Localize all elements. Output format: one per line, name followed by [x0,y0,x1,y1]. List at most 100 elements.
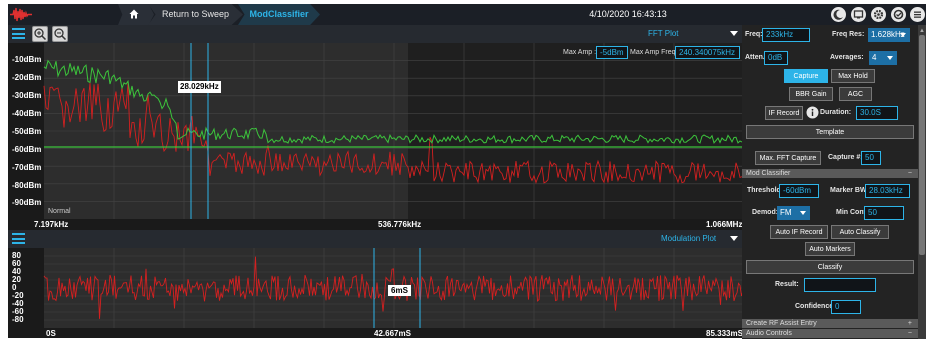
home-icon [129,9,139,19]
fft-x-tick: 1.066MHz [706,220,743,229]
averages-select[interactable]: 4 [869,51,897,65]
settings-icon [893,9,904,20]
datetime: 4/10/2020 16:43:13 [589,9,667,19]
max-fft-capture-button[interactable]: Max. FFT Capture [755,151,821,165]
fft-dropdown-icon[interactable] [730,31,738,36]
mod-x-tick: 0S [46,329,56,338]
fft-graph[interactable] [8,43,742,230]
marker-bw-label: Marker BW: [830,187,869,194]
max-amp-label: Max Amp : [563,49,597,56]
gear-button[interactable] [871,7,886,22]
create-rf-assist-section[interactable]: Create RF Assist Entry + [742,319,918,328]
modulation-plot-area[interactable]: 80 60 40 20 0 -20 -40 -60 -80 0S 42.667m… [8,248,743,338]
menu-icon [914,11,921,18]
breadcrumb-return-to-sweep[interactable]: Return to Sweep [148,4,243,25]
modulation-dropdown-icon[interactable] [730,236,738,241]
threshold-label: Threshold: [747,187,784,194]
fft-marker-label[interactable]: 28.029kHz [178,81,221,93]
modulation-header: Modulation Plot [8,230,742,248]
fft-y-tick: -50dBm [12,127,42,136]
top-bar: Return to Sweep ModClassifier 4/10/2020 … [8,4,926,25]
modulation-panel: Modulation Plot 80 60 40 20 0 -20 -40 -6… [8,230,743,338]
fft-y-tick: -20dBm [12,73,42,82]
averages-label: Averages: [830,54,864,61]
audio-controls-section[interactable]: Audio Controls − [742,329,918,338]
mod-y-tick: 20 [12,275,21,284]
if-record-button[interactable]: IF Record [765,106,803,120]
capture-number-label: Capture #: [828,154,863,161]
zoom-in-icon [34,28,47,41]
fft-y-tick: -60dBm [12,145,42,154]
fft-plot-area[interactable]: -10dBm -20dBm -30dBm -40dBm -50dBm -60dB… [8,43,742,230]
auto-markers-button[interactable]: Auto Markers [805,242,855,256]
result-field [804,278,876,292]
moon-icon [833,9,843,20]
capture-number-input[interactable]: 50 [861,151,881,165]
modulation-marker-label[interactable]: 6mS [388,285,411,296]
info-icon[interactable] [806,106,819,119]
fft-menu-icon[interactable] [12,28,25,39]
agc-button[interactable]: AGC [839,87,872,101]
auto-if-record-button[interactable]: Auto IF Record [770,225,828,239]
threshold-input[interactable]: -60dBm [779,184,819,198]
template-button[interactable]: Template [746,125,914,139]
fft-mode-label: Normal [48,208,71,215]
confidence-field: 0 [831,300,861,314]
scrollbar-thumb[interactable] [919,35,925,255]
breadcrumb-home[interactable] [118,4,154,25]
zoom-in-button[interactable] [32,26,48,42]
demod-label: Demod: [752,209,779,216]
bbr-gain-button[interactable]: BBR Gain [789,87,833,101]
scroll-up-icon[interactable]: ▲ [919,28,925,34]
fft-x-tick: 536.776kHz [378,220,422,229]
create-rf-assist-title: Create RF Assist Entry [746,320,817,327]
atten-label: Atten.: [745,54,768,61]
mod-y-tick: 40 [12,267,21,276]
freq-res-label: Freq Res: [832,31,865,38]
max-amp-freq-value: 240.340075kHz [675,46,740,59]
duration-input[interactable]: 30.0S [856,106,898,120]
demod-select[interactable]: FM [777,206,810,220]
max-amp-freq-label: Max Amp Freq : [630,49,680,56]
capture-button[interactable]: Capture [784,69,828,83]
fft-plot-title[interactable]: FFT Plot [648,29,679,38]
fft-y-tick: -40dBm [12,109,42,118]
fft-header: FFT Plot [8,25,742,43]
classify-button[interactable]: Classify [746,260,914,274]
expand-icon[interactable]: − [907,330,912,337]
zoom-out-icon [54,28,67,41]
settings-button[interactable] [891,7,906,22]
night-mode-button[interactable] [831,7,846,22]
zoom-out-button[interactable] [52,26,68,42]
freq-input[interactable]: 233kHz [762,28,810,42]
mod-classifier-section-title: Mod Classifier [746,170,791,177]
collapse-icon[interactable]: − [907,170,912,177]
result-label: Result: [775,281,799,288]
min-conf-input[interactable]: 50 [864,206,904,220]
auto-classify-button[interactable]: Auto Classify [831,225,889,239]
expand-icon[interactable]: + [907,320,912,327]
atten-input[interactable]: 0dB [764,51,788,65]
mod-y-tick: 80 [12,251,21,260]
fft-panel: FFT Plot -10dBm -20dBm -30dBm -40dBm -50… [8,25,742,230]
audio-controls-title: Audio Controls [746,330,792,337]
modulation-graph[interactable] [8,248,742,338]
fft-y-tick: -80dBm [12,181,42,190]
side-scrollbar[interactable]: ▲ [918,25,926,339]
display-button[interactable] [851,7,866,22]
duration-label: Duration: [820,109,852,116]
freq-res-select[interactable]: 1.628kHz [868,28,910,42]
marker-bw-input[interactable]: 28.03kHz [865,184,910,198]
logo-icon [10,7,32,22]
fft-y-tick: -10dBm [12,55,42,64]
mod-x-tick: 85.333mS [706,329,743,338]
mod-classifier-section[interactable]: Mod Classifier − [742,169,918,178]
freq-label: Freq: [745,31,763,38]
min-conf-label: Min Conf: [836,209,869,216]
max-hold-button[interactable]: Max Hold [831,69,875,83]
main-menu-button[interactable] [910,7,925,22]
modulation-plot-title[interactable]: Modulation Plot [661,234,717,243]
fft-y-tick: -70dBm [12,163,42,172]
breadcrumb-modclassifier[interactable]: ModClassifier [238,4,320,25]
modulation-menu-icon[interactable] [12,233,25,244]
